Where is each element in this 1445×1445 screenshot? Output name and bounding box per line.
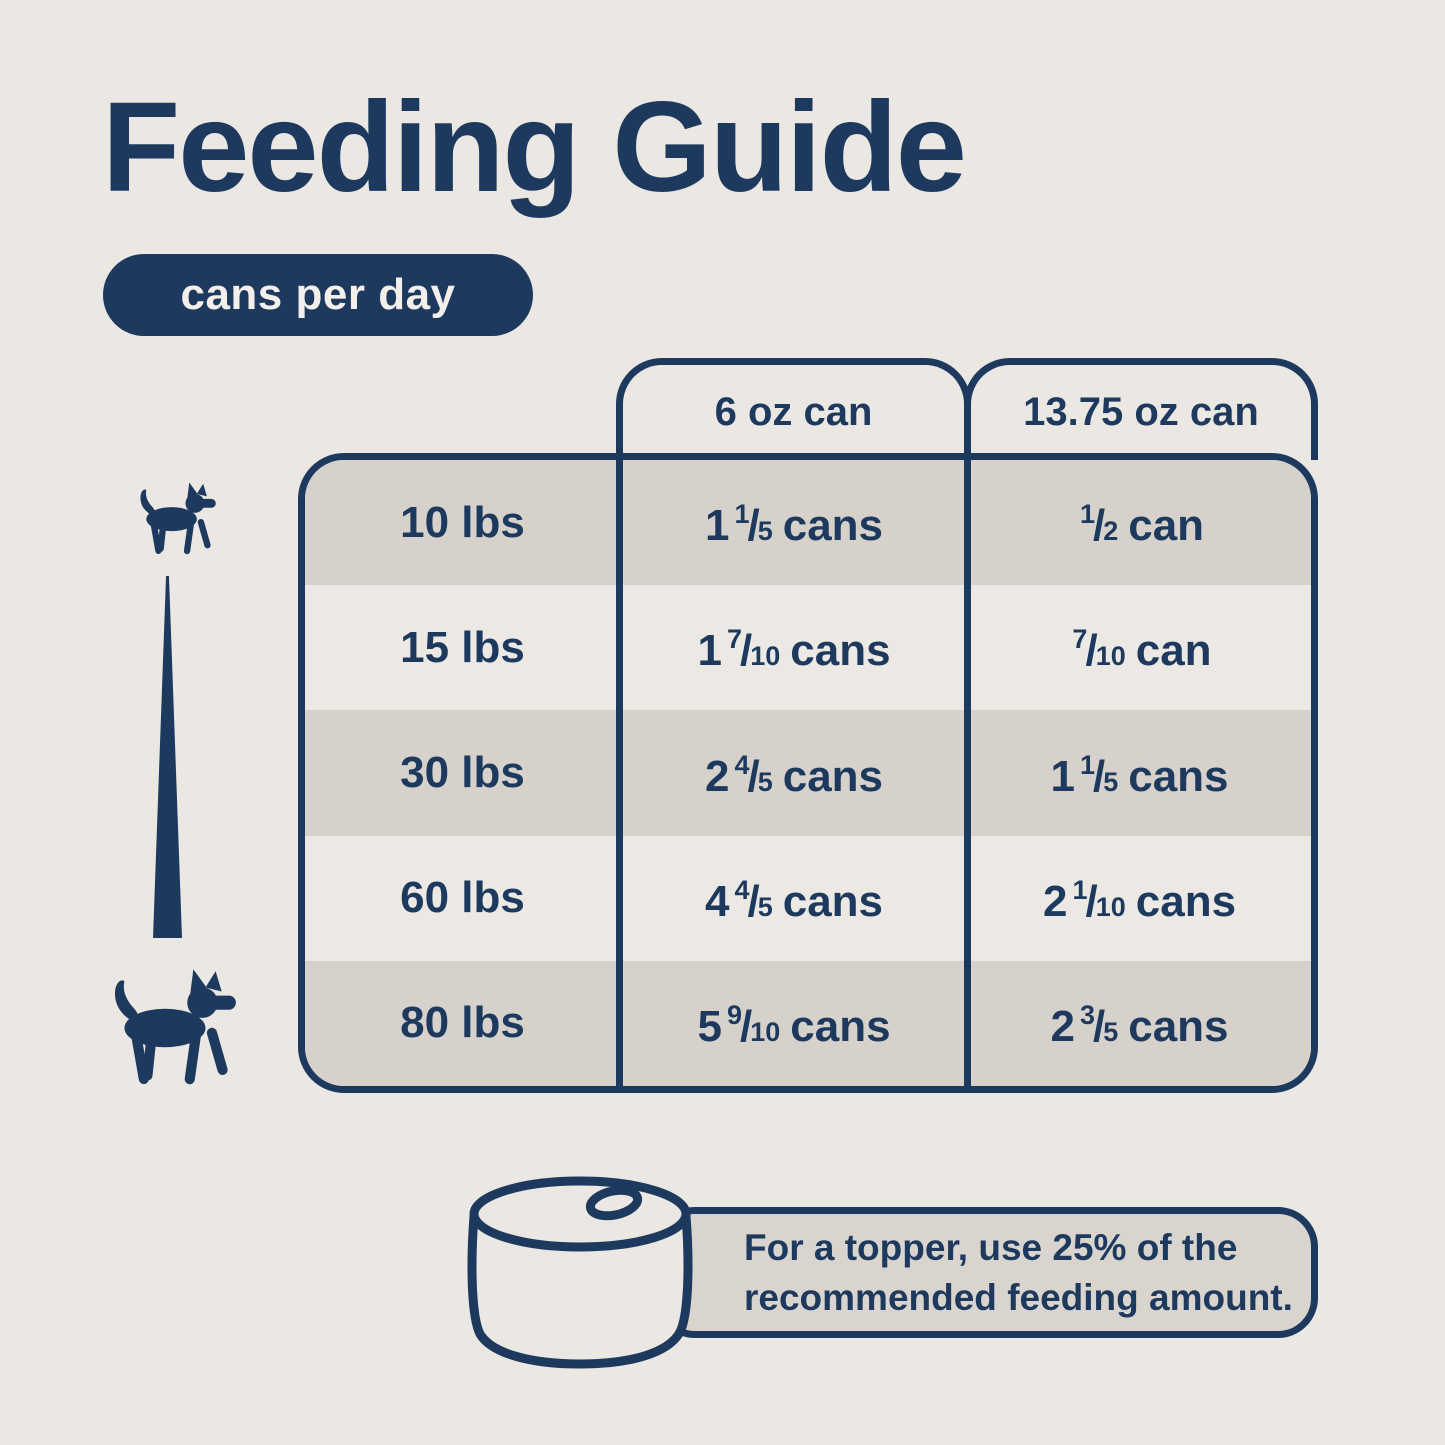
fraction-slash xyxy=(1093,501,1105,550)
column-header-label: 6 oz can xyxy=(714,390,873,434)
table-row: 10 lbs 115cans 12can xyxy=(305,460,1311,586)
note-line-2: recommended feeding amount. xyxy=(744,1276,1293,1318)
fraction-numerator: 4 xyxy=(734,874,750,905)
large-dog-icon xyxy=(114,969,236,1085)
fraction-denominator: 10 xyxy=(750,641,781,672)
unit-label: cans xyxy=(782,751,884,801)
fraction-denominator: 10 xyxy=(1095,641,1126,672)
fraction-whole: 2 xyxy=(704,751,730,801)
fraction-numerator: 7 xyxy=(1072,624,1088,655)
topper-note: For a topper, use 25% of the recommended… xyxy=(655,1207,1318,1338)
weight-cell: 10 lbs xyxy=(305,460,620,585)
fraction-slash xyxy=(1085,626,1097,675)
column-header-label: 13.75 oz can xyxy=(1023,390,1259,434)
small-dog-icon xyxy=(140,482,216,555)
fraction-numerator: 9 xyxy=(726,999,742,1030)
fraction-denominator: 5 xyxy=(1103,766,1119,797)
fraction-slash xyxy=(747,501,759,550)
table-row: 60 lbs 445 cans 2110 cans xyxy=(305,835,1311,961)
weight-label: 60 lbs xyxy=(400,873,525,923)
large-can-cell: 115 cans xyxy=(968,710,1311,835)
weight-cell: 80 lbs xyxy=(305,961,620,1086)
column-divider xyxy=(616,460,623,1086)
unit-label: cans xyxy=(1128,751,1229,801)
badge-label: cans per day xyxy=(180,270,456,319)
unit-label: cans xyxy=(1128,1001,1229,1051)
weight-cell: 15 lbs xyxy=(305,585,620,710)
six-oz-cell: 445 cans xyxy=(620,836,968,961)
fraction-slash xyxy=(747,877,759,926)
cans-per-day-badge: cans per day xyxy=(103,254,533,336)
six-oz-cell: 245 cans xyxy=(620,710,968,835)
fraction-slash xyxy=(1085,877,1097,926)
feeding-table: 10 lbs 115cans 12can 15 lbs 1710cans 710… xyxy=(298,453,1318,1093)
table-row: 30 lbs 245cans 115cans xyxy=(305,710,1311,836)
weight-cell: 60 lbs xyxy=(305,836,620,961)
unit-label: can xyxy=(1128,501,1205,551)
fraction-slash xyxy=(740,1002,752,1051)
unit-label: cans xyxy=(1135,876,1237,926)
six-oz-cell: 115 cans xyxy=(620,460,968,585)
table-row: 15 lbs 1710cans 710can xyxy=(305,585,1311,711)
fraction-whole: 1 xyxy=(1050,751,1075,801)
note-line-1: For a topper, use 25% of the xyxy=(744,1226,1238,1268)
fraction-denominator: 5 xyxy=(1103,1016,1119,1047)
weight-label: 30 lbs xyxy=(400,748,525,797)
weight-label: 80 lbs xyxy=(400,998,525,1048)
fraction-denominator: 5 xyxy=(757,516,773,547)
fraction-numerator: 1 xyxy=(1072,874,1088,905)
large-can-cell: 2110 cans xyxy=(968,836,1311,961)
fraction-denominator: 10 xyxy=(750,1016,781,1047)
large-can-cell: 710 can xyxy=(968,585,1311,710)
fraction-numerator: 1 xyxy=(1079,499,1095,530)
fraction-whole: 5 xyxy=(697,1001,722,1051)
fraction-numerator: 4 xyxy=(734,749,750,780)
dog-food-can-icon xyxy=(467,1176,693,1369)
fraction-denominator: 10 xyxy=(1095,891,1126,922)
fraction-denominator: 5 xyxy=(757,766,773,797)
unit-label: cans xyxy=(782,501,884,551)
large-can-cell: 12 can xyxy=(968,460,1311,585)
fraction-whole: 1 xyxy=(697,626,722,676)
column-divider xyxy=(964,460,971,1086)
fraction-slash xyxy=(1093,752,1105,801)
table-row: 80 lbs 5910cans 235cans xyxy=(305,960,1311,1086)
table-rows: 10 lbs 115cans 12can 15 lbs 1710cans 710… xyxy=(305,460,1311,1086)
size-taper-icon xyxy=(153,576,182,938)
fraction-denominator: 2 xyxy=(1103,516,1119,547)
six-oz-cell: 17 10 cans xyxy=(620,585,968,710)
fraction-slash xyxy=(747,752,759,801)
fraction-whole: 1 xyxy=(704,501,730,551)
weight-label: 15 lbs xyxy=(400,622,525,672)
weight-cell: 30 lbs xyxy=(305,710,620,835)
fraction-whole: 2 xyxy=(1050,1001,1075,1051)
fraction-numerator: 3 xyxy=(1079,999,1095,1030)
weight-label: 10 lbs xyxy=(400,497,525,547)
fraction-denominator: 5 xyxy=(757,891,773,922)
unit-label: cans xyxy=(782,876,884,926)
large-can-cell: 235 cans xyxy=(968,961,1311,1086)
fraction-numerator: 1 xyxy=(1079,749,1095,780)
column-header-13-75oz: 13.75 oz can xyxy=(964,358,1318,460)
fraction-numerator: 1 xyxy=(734,499,750,530)
six-oz-cell: 59 10 cans xyxy=(620,961,968,1086)
fraction-slash xyxy=(740,626,752,675)
page-title: Feeding Guide xyxy=(102,76,967,219)
unit-label: can xyxy=(1135,626,1212,676)
fraction-whole: 4 xyxy=(704,876,730,926)
fraction-whole: 2 xyxy=(1042,876,1068,926)
fraction-slash xyxy=(1093,1002,1105,1051)
unit-label: cans xyxy=(790,1001,891,1051)
unit-label: cans xyxy=(790,626,891,676)
fraction-numerator: 7 xyxy=(726,624,742,655)
column-header-6oz: 6 oz can xyxy=(616,358,971,460)
